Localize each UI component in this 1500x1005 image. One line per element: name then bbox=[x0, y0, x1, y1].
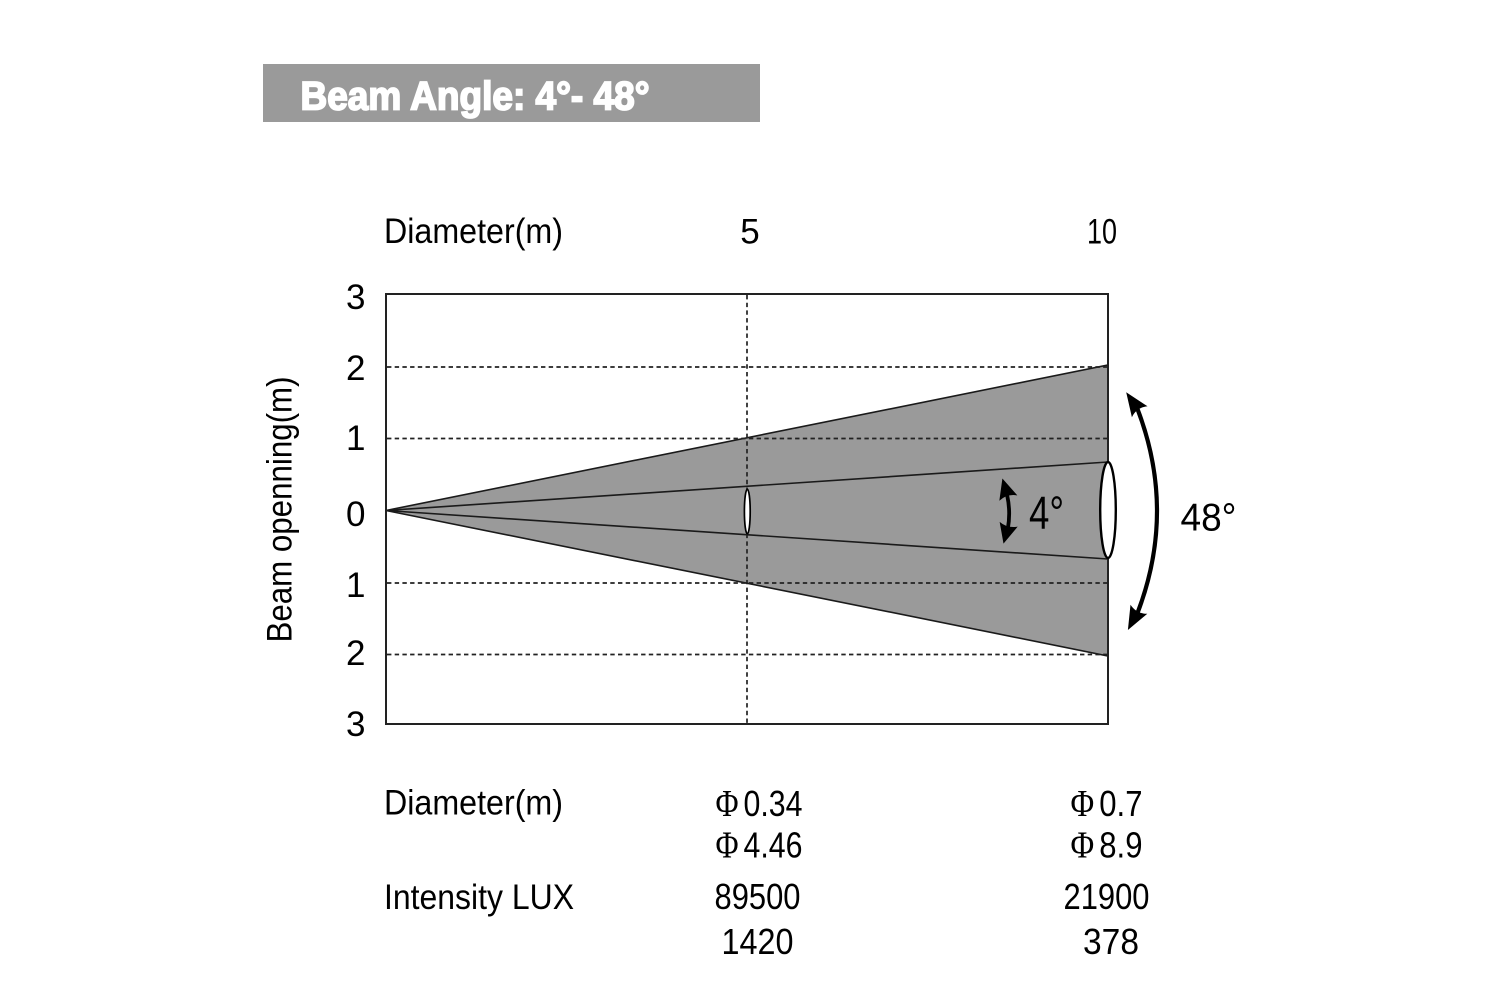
svg-text:378: 378 bbox=[1083, 921, 1139, 962]
svg-text:Φ4.46: Φ4.46 bbox=[716, 825, 803, 867]
svg-text:0: 0 bbox=[346, 495, 365, 534]
svg-text:Intensity LUX: Intensity LUX bbox=[384, 878, 574, 917]
svg-text:3: 3 bbox=[346, 705, 365, 744]
svg-text:3: 3 bbox=[346, 278, 365, 317]
svg-text:Beam Angle: 4°- 48°: Beam Angle: 4°- 48° bbox=[301, 75, 650, 119]
svg-text:2: 2 bbox=[346, 349, 365, 388]
svg-text:Φ8.9: Φ8.9 bbox=[1071, 825, 1143, 867]
svg-text:89500: 89500 bbox=[715, 876, 801, 917]
svg-text:4°: 4° bbox=[1029, 487, 1064, 539]
svg-text:48°: 48° bbox=[1181, 497, 1237, 540]
svg-text:1420: 1420 bbox=[722, 921, 794, 962]
svg-text:Beam openning(m): Beam openning(m) bbox=[261, 377, 300, 643]
svg-text:Φ0.7: Φ0.7 bbox=[1071, 783, 1143, 825]
svg-text:1: 1 bbox=[346, 419, 365, 458]
svg-text:Diameter(m): Diameter(m) bbox=[384, 784, 563, 823]
svg-text:21900: 21900 bbox=[1064, 876, 1150, 917]
svg-text:5: 5 bbox=[740, 213, 759, 252]
svg-text:Diameter(m): Diameter(m) bbox=[384, 212, 563, 251]
svg-text:2: 2 bbox=[346, 634, 365, 673]
svg-text:1: 1 bbox=[346, 566, 365, 605]
svg-text:Φ0.34: Φ0.34 bbox=[716, 783, 803, 825]
svg-text:10: 10 bbox=[1087, 213, 1117, 252]
